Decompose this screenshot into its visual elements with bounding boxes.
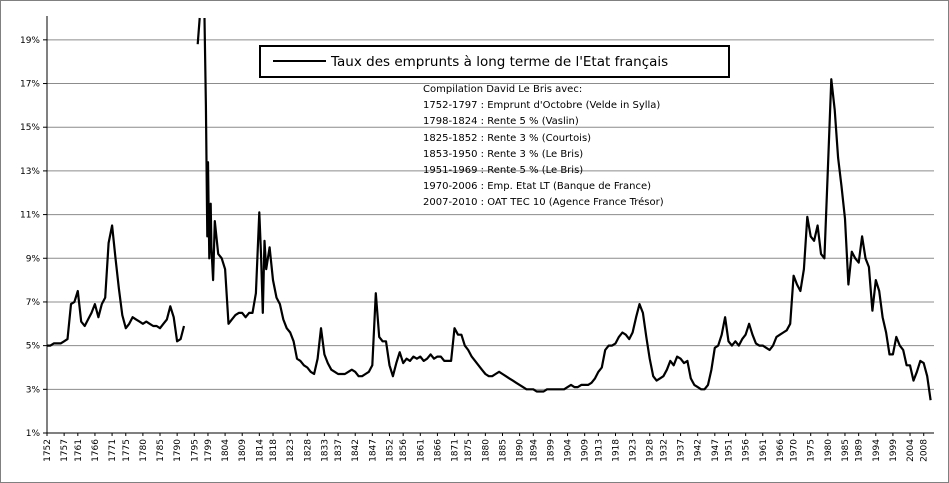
x-tick-label: 1790 [173, 439, 183, 462]
x-tick-label: 1856 [399, 439, 409, 462]
note-line: 1951-1969 : Rente 5 % (Le Bris) [423, 165, 583, 176]
x-tick-label: 1923 [629, 439, 639, 462]
axes [46, 16, 934, 434]
x-tick-label: 1823 [286, 439, 296, 462]
note-line: 1853-1950 : Rente 3 % (Le Bris) [423, 149, 583, 160]
x-tick-label: 1818 [269, 439, 279, 462]
x-tick-label: 1951 [725, 439, 735, 462]
x-tick-label: 1966 [776, 439, 786, 462]
note-line: 1752-1797 : Emprunt d'Octobre (Velde in … [423, 100, 660, 111]
x-tick-label: 1809 [238, 439, 248, 462]
x-tick-label: 1833 [320, 439, 330, 462]
x-tick-label: 1899 [546, 439, 556, 462]
x-tick-label: 1837 [334, 439, 344, 462]
y-axis-ticks: 1% 3% 5% 7% 9% 11% 13% 15% 17% 19% [20, 36, 47, 439]
x-tick-label: 1861 [416, 439, 426, 462]
x-tick-label: 1814 [255, 439, 265, 462]
x-tick-label: 1875 [464, 439, 474, 462]
x-tick-label: 1785 [156, 439, 166, 462]
x-tick-label: 1871 [451, 439, 461, 462]
x-tick-label: 2008 [920, 439, 930, 462]
note-line: 2007-2010 : OAT TEC 10 (Agence France Tr… [423, 196, 664, 208]
x-tick-label: 1752 [43, 439, 53, 462]
y-tick-label: 15% [20, 123, 40, 133]
x-tick-label: 1890 [516, 439, 526, 462]
x-tick-label: 1909 [581, 439, 591, 462]
y-tick-label: 3% [26, 385, 41, 395]
x-tick-label: 1852 [385, 439, 395, 462]
x-tick-label: 1989 [855, 439, 865, 462]
x-tick-label: 1775 [122, 439, 132, 462]
legend-box [259, 45, 730, 78]
x-tick-label: 1970 [790, 439, 800, 462]
x-tick-label: 1999 [889, 439, 899, 462]
x-tick-label: 1780 [139, 439, 149, 462]
x-tick-label: 1771 [108, 439, 118, 462]
source-notes: Compilation David Le Bris avec: 1752-179… [423, 84, 664, 208]
y-tick-label: 19% [20, 36, 40, 46]
x-tick-label: 1766 [91, 439, 101, 462]
x-tick-label: 1799 [204, 439, 214, 462]
x-tick-label: 1894 [529, 439, 539, 462]
x-tick-label: 1880 [481, 439, 491, 462]
x-tick-label: 1918 [612, 439, 622, 462]
note-line: 1825-1852 : Rente 3 % (Courtois) [423, 133, 591, 144]
x-tick-label: 1913 [594, 439, 604, 462]
y-tick-label: 17% [20, 80, 40, 90]
series-layer [47, 17, 932, 401]
x-tick-label: 1828 [303, 439, 313, 462]
legend: Taux des emprunts à long terme de l'Etat… [259, 45, 730, 78]
note-line: 1970-2006 : Emp. Etat LT (Banque de Fran… [423, 181, 651, 192]
y-tick-label: 1% [26, 429, 41, 439]
y-tick-label: 13% [20, 167, 40, 177]
x-tick-label: 1842 [351, 439, 361, 462]
y-tick-label: 9% [26, 254, 41, 264]
note-line: 1798-1824 : Rente 5 % (Vaslin) [423, 116, 579, 127]
x-tick-label: 1985 [841, 439, 851, 462]
gridlines [47, 39, 934, 390]
y-tick-label: 11% [20, 211, 40, 221]
x-tick-label: 1994 [872, 439, 882, 462]
y-tick-label: 5% [26, 342, 41, 352]
x-tick-label: 1928 [646, 439, 656, 462]
legend-entry: Taux des emprunts à long terme de l'Etat… [330, 54, 668, 70]
x-tick-label: 1761 [74, 439, 84, 462]
x-tick-label: 1947 [711, 439, 721, 462]
x-tick-label: 1975 [807, 439, 817, 462]
x-tick-label: 1937 [677, 439, 687, 462]
x-tick-label: 1932 [659, 439, 669, 462]
note-line: Compilation David Le Bris avec: [423, 84, 582, 95]
x-tick-label: 1956 [742, 439, 752, 462]
x-tick-label: 1980 [824, 439, 834, 462]
x-tick-label: 2004 [906, 439, 916, 462]
x-tick-label: 1804 [221, 439, 231, 462]
x-tick-label: 1847 [368, 439, 378, 462]
x-tick-label: 1757 [60, 439, 70, 462]
y-tick-label: 7% [26, 298, 41, 308]
x-tick-label: 1795 [190, 439, 200, 462]
x-tick-label: 1866 [433, 439, 443, 462]
x-tick-label: 1961 [759, 439, 769, 462]
series-line [47, 17, 932, 401]
x-axis-ticks: 1752 1757 1761 1766 1771 1775 1780 1785 1790 1795… [43, 433, 930, 462]
x-tick-label: 1904 [564, 439, 574, 462]
x-tick-label: 1885 [498, 439, 508, 462]
x-tick-label: 1942 [694, 439, 704, 462]
